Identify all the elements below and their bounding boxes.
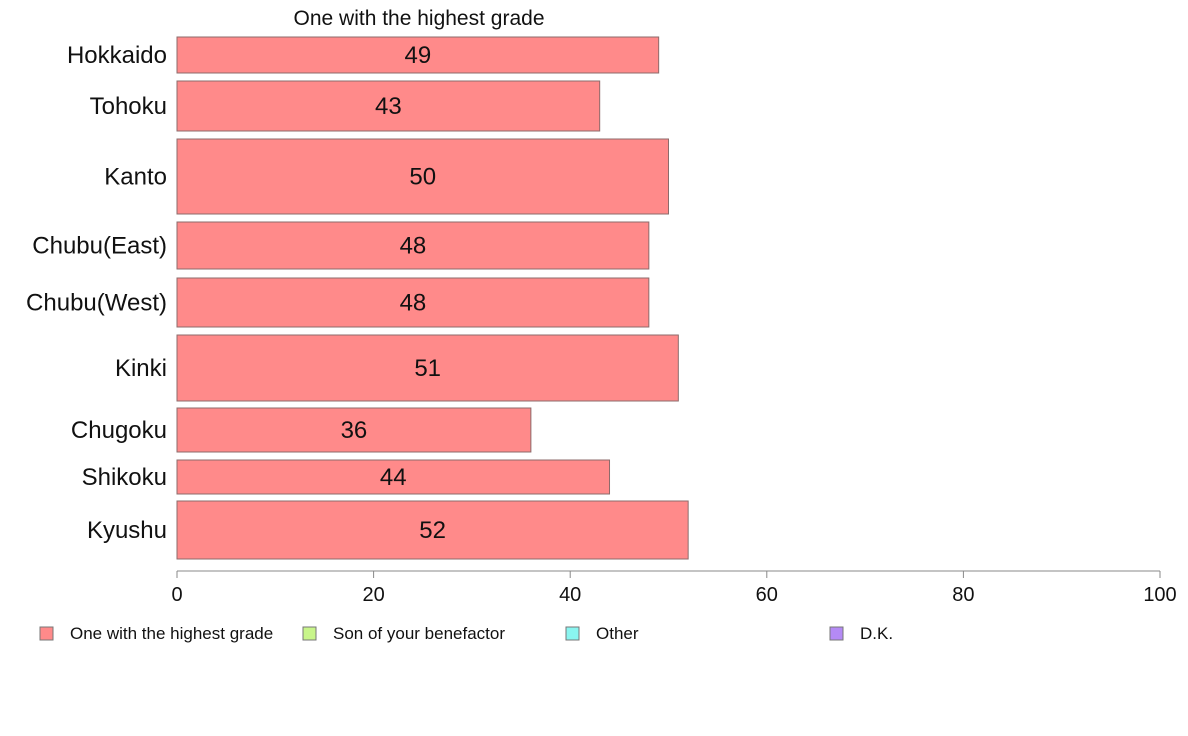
bar-chugoku [176, 407, 532, 453]
chart-title: One with the highest grade [294, 7, 545, 30]
data-label: 51 [414, 355, 441, 382]
data-label: 52 [419, 517, 446, 544]
category-label: Chubu(West) [26, 290, 167, 317]
bar-chubu-west- [176, 277, 650, 328]
bar-group: Hokkaido 49 Tohoku 43 Kanto 50 Chubu(East) 48 Ch… [26, 36, 689, 560]
data-label: 48 [400, 233, 427, 260]
x-axis: 0 20 40 60 80 100 [171, 570, 1177, 606]
legend-label: Son of your benefactor [333, 624, 505, 643]
x-tick-label: 60 [756, 584, 778, 606]
data-label: 44 [380, 464, 407, 491]
x-tick-label: 40 [559, 584, 581, 606]
x-tick-label: 0 [171, 584, 182, 606]
bar-kinki [176, 334, 679, 402]
category-label: Kyushu [87, 517, 167, 544]
category-label: Kanto [104, 164, 167, 191]
bar-tohoku [176, 80, 601, 132]
category-label: Hokkaido [67, 42, 167, 69]
legend-label: Other [596, 624, 639, 643]
bar-shikoku [176, 459, 611, 495]
legend-label: D.K. [860, 624, 893, 643]
legend-swatch [829, 626, 844, 641]
legend-label: One with the highest grade [70, 624, 273, 643]
legend: One with the highest grade Son of your be… [39, 624, 893, 643]
data-label: 36 [341, 417, 368, 444]
data-label: 50 [409, 164, 436, 191]
x-tick-label: 20 [362, 584, 384, 606]
category-label: Tohoku [90, 93, 167, 120]
legend-swatch [302, 626, 317, 641]
category-label: Chubu(East) [32, 233, 167, 260]
data-label: 43 [375, 93, 402, 120]
x-tick-label: 80 [952, 584, 974, 606]
category-label: Shikoku [82, 464, 167, 491]
category-label: Kinki [115, 355, 167, 382]
data-label: 49 [404, 42, 431, 69]
category-label: Chugoku [71, 417, 167, 444]
x-tick-label: 100 [1143, 584, 1176, 606]
legend-swatch [39, 626, 54, 641]
bar-chubu-east- [176, 221, 650, 270]
bar-hokkaido [176, 36, 660, 74]
bar-kanto [176, 138, 669, 215]
legend-swatch [565, 626, 580, 641]
data-label: 48 [400, 290, 427, 317]
bar-kyushu [176, 500, 689, 560]
